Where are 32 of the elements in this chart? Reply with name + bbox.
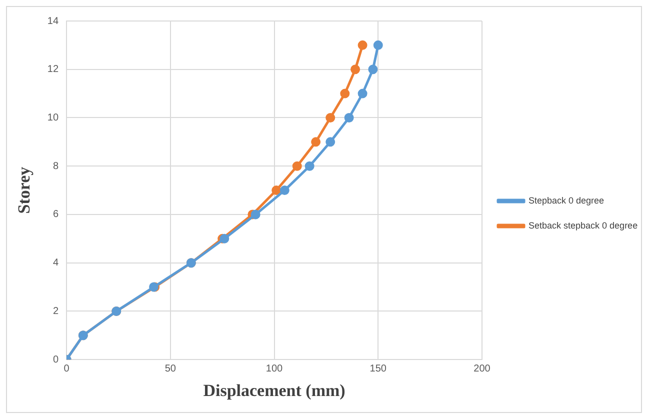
y-tick-label: 4	[52, 258, 59, 269]
point	[344, 112, 354, 122]
x-tick-label: 150	[370, 363, 387, 374]
x-tick-label: 0	[64, 363, 70, 374]
point	[358, 40, 368, 50]
y-tick-label: 10	[47, 112, 59, 124]
point	[304, 161, 314, 171]
y-tick-label: 14	[47, 16, 59, 27]
y-tick-label: 8	[52, 160, 59, 172]
point	[340, 88, 350, 98]
point	[280, 186, 290, 196]
point	[373, 40, 383, 50]
legend-label: Stepback 0 degree	[528, 195, 604, 206]
y-tick-label: 2	[52, 306, 59, 317]
x-tick-label: 100	[266, 363, 284, 374]
y-tick-label: 0	[52, 354, 59, 366]
x-axis-title: Displacement (mm)	[203, 381, 346, 400]
point	[326, 112, 336, 122]
point	[292, 161, 302, 171]
y-axis-title: Storey	[14, 166, 34, 214]
point	[358, 88, 368, 98]
y-tick-label: 12	[47, 64, 59, 76]
point	[326, 137, 336, 147]
point	[368, 64, 378, 74]
legend-label: Setback stepback 0 degree	[528, 220, 638, 230]
point	[272, 186, 282, 196]
y-tick-label: 6	[52, 209, 59, 220]
point	[250, 210, 260, 220]
x-tick-label: 200	[474, 363, 491, 374]
point	[311, 137, 321, 147]
x-tick-label: 50	[164, 363, 176, 374]
point	[350, 64, 360, 74]
